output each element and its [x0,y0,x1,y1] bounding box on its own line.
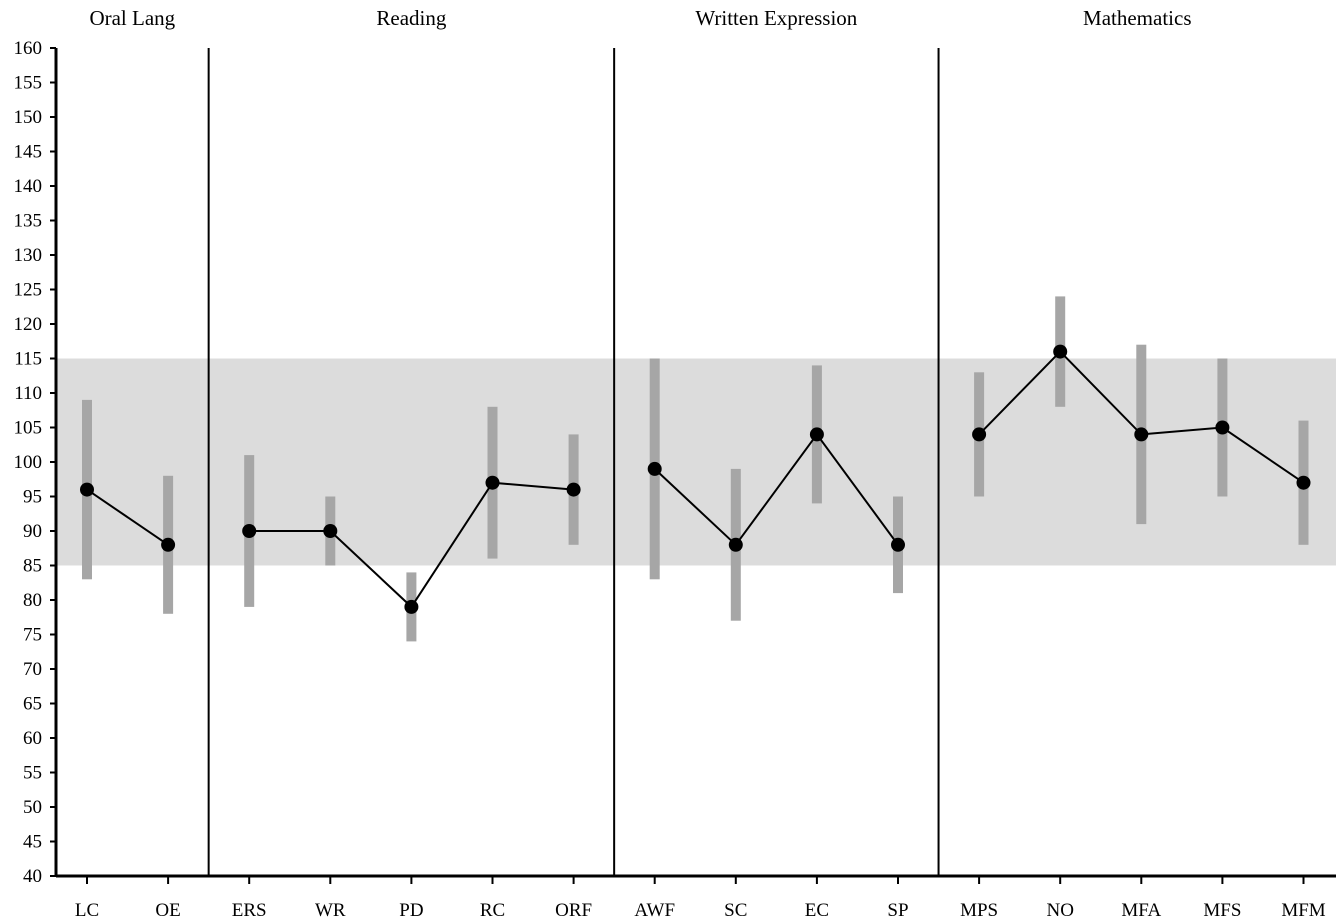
score-point-mfa [1134,427,1149,442]
y-tick-label-115: 115 [14,349,42,370]
x-tick-label-pd: PD [399,900,423,921]
y-tick-label-55: 55 [23,763,42,784]
axis-layer [50,47,1336,884]
y-tick-label-80: 80 [23,590,42,611]
y-tick-label-105: 105 [14,418,43,439]
x-tick-label-sc: SC [724,900,747,921]
x-tick-label-no: NO [1046,900,1073,921]
y-tick-label-120: 120 [14,314,43,335]
y-tick-label-40: 40 [23,866,42,887]
y-tick-label-50: 50 [23,797,42,818]
score-point-ec [809,427,824,442]
score-point-mfs [1215,420,1230,435]
score-point-awf [647,461,662,476]
x-tick-label-mps: MPS [960,900,998,921]
y-tick-label-130: 130 [14,245,43,266]
score-point-rc [485,475,500,490]
score-point-mps [972,427,987,442]
x-tick-label-awf: AWF [634,900,675,921]
y-tick-label-145: 145 [14,142,43,163]
x-tick-label-lc: LC [75,900,99,921]
y-tick-label-140: 140 [14,176,43,197]
x-tick-label-mfa: MFA [1121,900,1161,921]
score-point-layer [80,344,1311,614]
score-point-lc [80,482,94,497]
score-point-pd [404,599,419,614]
group-label-reading: Reading [376,6,446,30]
y-tick-label-100: 100 [14,452,43,473]
x-tick-label-oe: OE [155,900,180,921]
y-tick-label-135: 135 [14,211,43,232]
y-tick-label-70: 70 [23,659,42,680]
y-tick-label-95: 95 [23,487,42,508]
label-layer: 40 45 50 55 60 65 70 75 80 85 90 95 100 105 110 115 120 1… [14,6,1326,921]
score-point-sp [891,537,905,552]
score-point-orf [566,482,581,497]
score-point-ers [242,524,257,538]
score-point-oe [161,537,176,552]
group-label-written-expression: Written Expression [695,6,857,30]
y-tick-label-155: 155 [14,73,43,94]
x-tick-label-sp: SP [887,900,908,921]
group-label-oral-lang: Oral Lang [89,6,175,30]
x-tick-label-orf: ORF [555,900,592,921]
y-tick-label-65: 65 [23,694,42,715]
score-point-wr [323,524,338,538]
y-tick-label-75: 75 [23,625,42,646]
x-tick-label-ec: EC [805,900,829,921]
x-tick-label-mfs: MFS [1203,900,1241,921]
y-tick-label-85: 85 [23,556,42,577]
x-tick-label-wr: WR [315,900,346,921]
score-line-written-expression [654,432,899,547]
x-tick-label-ers: ERS [232,900,267,921]
y-tick-label-125: 125 [14,280,43,301]
y-tick-label-150: 150 [14,107,43,128]
group-label-mathematics: Mathematics [1083,6,1191,30]
y-tick-label-90: 90 [23,521,42,542]
score-point-sc [728,537,743,552]
score-point-mfm [1296,475,1311,490]
x-tick-label-mfm: MFM [1281,900,1325,921]
score-line-oral-lang [86,488,169,546]
y-tick-label-45: 45 [23,832,42,853]
x-tick-label-rc: RC [480,900,505,921]
y-tick-label-110: 110 [14,383,42,404]
score-point-no [1053,344,1068,359]
y-tick-label-60: 60 [23,728,42,749]
y-tick-label-160: 160 [14,38,43,59]
